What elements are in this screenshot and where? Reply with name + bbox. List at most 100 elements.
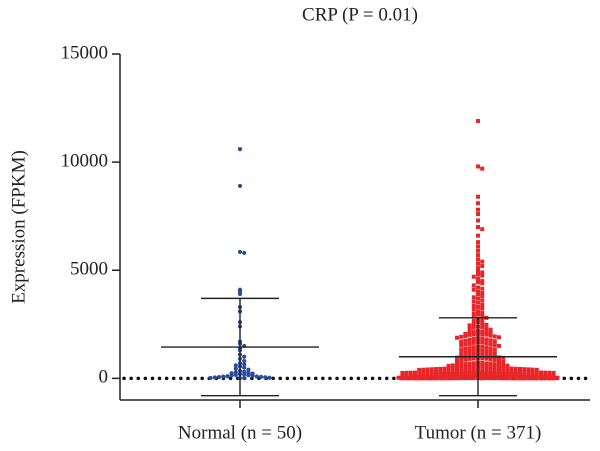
data-point xyxy=(526,370,531,375)
data-point xyxy=(467,361,472,366)
data-point xyxy=(488,327,493,332)
data-point xyxy=(442,369,447,374)
data-point xyxy=(476,201,480,206)
data-point xyxy=(484,376,489,381)
data-point xyxy=(497,359,501,364)
data-point xyxy=(476,244,480,249)
data-point xyxy=(501,363,506,368)
data-point xyxy=(471,299,476,304)
data-point xyxy=(476,312,480,317)
data-point xyxy=(434,376,438,381)
y-tick-label: 0 xyxy=(99,367,109,388)
data-point xyxy=(480,281,485,286)
data-point xyxy=(476,280,480,285)
data-point xyxy=(242,372,247,377)
data-point xyxy=(429,367,434,372)
data-point xyxy=(467,327,472,332)
data-point xyxy=(484,322,489,327)
data-point xyxy=(480,259,485,264)
data-point xyxy=(463,357,468,362)
data-point xyxy=(471,311,476,316)
data-point xyxy=(518,366,522,371)
data-point xyxy=(488,368,493,373)
data-point xyxy=(467,346,472,351)
data-point xyxy=(480,336,485,341)
data-point xyxy=(471,368,476,373)
data-point xyxy=(429,370,434,375)
data-point xyxy=(450,363,455,368)
data-point xyxy=(484,361,489,366)
data-point xyxy=(480,329,485,334)
data-point xyxy=(480,356,485,361)
data-point xyxy=(501,366,506,371)
data-point xyxy=(480,310,485,315)
data-point xyxy=(242,250,247,256)
data-point xyxy=(225,374,230,379)
data-point xyxy=(480,340,485,345)
data-point xyxy=(421,367,426,372)
data-point xyxy=(242,365,247,370)
data-point xyxy=(471,325,476,330)
data-point xyxy=(221,374,226,379)
data-point xyxy=(501,355,506,360)
data-point xyxy=(459,343,464,348)
data-point xyxy=(480,227,485,232)
data-point xyxy=(497,362,501,367)
data-point xyxy=(484,326,489,331)
data-point xyxy=(488,350,493,355)
data-point xyxy=(534,376,539,381)
data-point xyxy=(476,305,480,310)
data-point xyxy=(530,367,535,372)
data-point xyxy=(480,279,485,284)
data-point xyxy=(267,375,272,380)
data-point xyxy=(484,337,489,342)
data-point xyxy=(476,218,480,223)
data-point xyxy=(488,342,493,347)
data-point xyxy=(501,376,506,381)
data-point xyxy=(534,370,539,375)
data-point xyxy=(497,369,501,374)
data-point xyxy=(450,369,455,374)
data-point xyxy=(480,313,485,318)
data-point xyxy=(417,370,422,375)
data-point xyxy=(509,369,514,374)
data-point xyxy=(522,370,527,375)
data-point xyxy=(471,274,476,279)
data-point xyxy=(471,340,476,345)
data-point xyxy=(484,368,489,373)
data-point xyxy=(526,376,531,381)
data-point xyxy=(438,376,443,381)
data-point xyxy=(480,306,485,311)
data-point xyxy=(539,376,543,381)
data-point xyxy=(471,364,476,369)
data-point xyxy=(471,307,476,312)
data-point xyxy=(463,365,468,370)
data-point xyxy=(429,376,434,381)
data-point xyxy=(246,367,251,372)
y-tick-label: 5000 xyxy=(70,259,108,280)
data-point xyxy=(476,257,480,262)
data-point xyxy=(467,376,472,381)
data-point xyxy=(476,296,480,301)
data-point xyxy=(497,343,501,348)
data-point xyxy=(442,366,447,371)
data-point xyxy=(522,376,527,381)
data-point xyxy=(455,362,459,367)
data-point xyxy=(421,370,426,375)
data-point xyxy=(555,375,560,380)
data-point xyxy=(459,362,464,367)
data-point xyxy=(471,295,476,300)
data-point xyxy=(459,365,464,370)
data-point xyxy=(413,376,417,381)
data-point xyxy=(480,352,485,357)
data-point xyxy=(505,363,510,368)
data-point xyxy=(480,294,485,299)
data-point xyxy=(455,355,459,360)
data-point xyxy=(467,341,472,346)
data-point xyxy=(455,369,459,374)
data-point xyxy=(455,335,459,340)
data-point xyxy=(237,249,243,254)
data-point xyxy=(463,350,468,355)
data-point xyxy=(488,376,493,381)
